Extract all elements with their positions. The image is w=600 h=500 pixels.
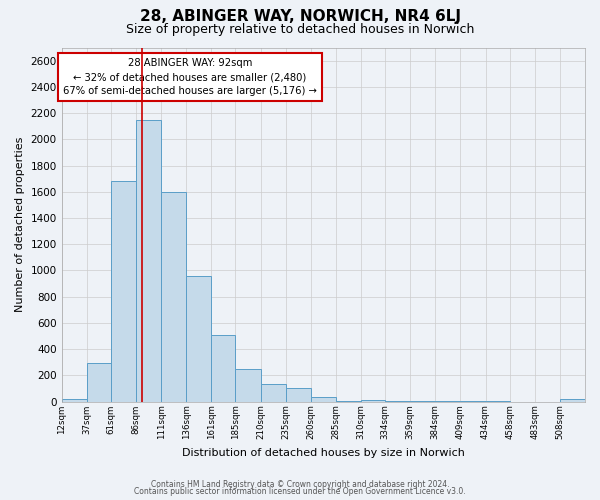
- Bar: [136, 120, 161, 402]
- Bar: [235, 370, 260, 402]
- Bar: [111, 181, 136, 402]
- Bar: [410, 401, 436, 402]
- Text: 28 ABINGER WAY: 92sqm
← 32% of detached houses are smaller (2,480)
67% of semi-d: 28 ABINGER WAY: 92sqm ← 32% of detached …: [63, 58, 317, 96]
- Bar: [336, 401, 361, 402]
- Text: Size of property relative to detached houses in Norwich: Size of property relative to detached ho…: [126, 22, 474, 36]
- Bar: [260, 384, 286, 402]
- Bar: [62, 399, 87, 402]
- Bar: [385, 401, 410, 402]
- Bar: [87, 364, 111, 402]
- Bar: [211, 336, 235, 402]
- Y-axis label: Number of detached properties: Number of detached properties: [15, 137, 25, 312]
- Bar: [311, 397, 336, 402]
- Bar: [161, 192, 186, 402]
- Text: Contains public sector information licensed under the Open Government Licence v3: Contains public sector information licen…: [134, 487, 466, 496]
- Text: 28, ABINGER WAY, NORWICH, NR4 6LJ: 28, ABINGER WAY, NORWICH, NR4 6LJ: [139, 9, 461, 24]
- Bar: [560, 399, 585, 402]
- X-axis label: Distribution of detached houses by size in Norwich: Distribution of detached houses by size …: [182, 448, 465, 458]
- Bar: [286, 388, 311, 402]
- Bar: [361, 400, 385, 402]
- Bar: [186, 276, 211, 402]
- Text: Contains HM Land Registry data © Crown copyright and database right 2024.: Contains HM Land Registry data © Crown c…: [151, 480, 449, 489]
